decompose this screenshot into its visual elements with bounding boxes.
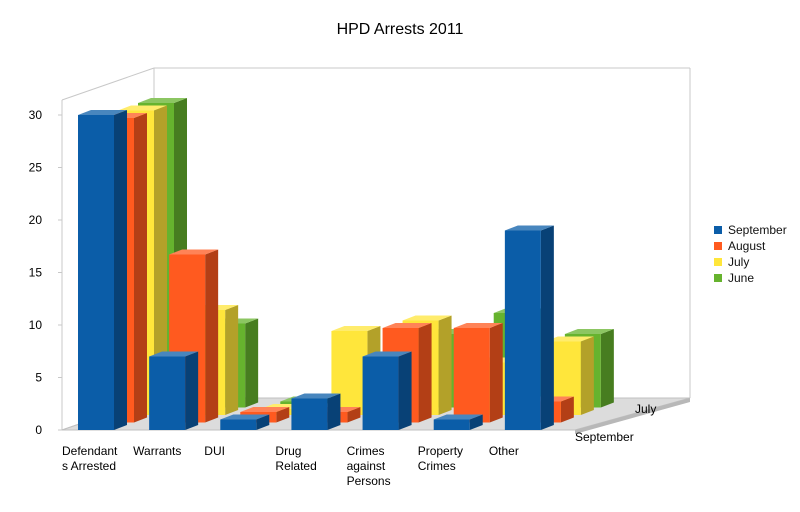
legend-label: September bbox=[728, 223, 787, 237]
x-category-label: Warrants bbox=[133, 444, 181, 458]
bar-top bbox=[220, 414, 270, 420]
floor-edge bbox=[575, 398, 690, 434]
bar-top bbox=[169, 249, 219, 255]
bar-top bbox=[331, 326, 381, 331]
legend-item-august: August bbox=[714, 238, 787, 254]
bar-side bbox=[256, 414, 270, 430]
bar-side bbox=[185, 351, 199, 430]
depth-axis-label: September bbox=[575, 430, 634, 444]
x-category-label: Drug bbox=[275, 444, 301, 458]
x-category-label: DUI bbox=[204, 444, 225, 458]
x-category-label: Defendant bbox=[62, 444, 118, 458]
bar-side bbox=[489, 323, 503, 423]
x-category-label: Property bbox=[418, 444, 463, 458]
chart-title: HPD Arrests 2011 bbox=[337, 21, 464, 38]
bar-side bbox=[327, 393, 341, 430]
depth-axis-label: July bbox=[635, 402, 656, 416]
y-tick-label: 5 bbox=[35, 371, 42, 385]
bar-side bbox=[418, 323, 432, 423]
legend-swatch bbox=[714, 242, 722, 250]
bar-top bbox=[453, 323, 503, 328]
bar-front bbox=[504, 230, 541, 430]
bar-september-1 bbox=[78, 110, 127, 430]
bar-top bbox=[118, 105, 167, 111]
y-tick-label: 20 bbox=[29, 213, 43, 227]
legend-item-june: June bbox=[714, 270, 787, 286]
bar-front bbox=[362, 356, 399, 430]
bar-september-3 bbox=[220, 414, 270, 430]
series-september bbox=[78, 110, 554, 430]
legend-swatch bbox=[714, 258, 722, 266]
plot-area bbox=[78, 98, 614, 430]
x-category-label: Related bbox=[275, 459, 316, 473]
x-category-label: s Arrested bbox=[62, 459, 116, 473]
legend-swatch bbox=[714, 274, 722, 282]
x-category-label: Crimes bbox=[347, 444, 385, 458]
bar-top bbox=[149, 351, 199, 357]
bar-side bbox=[600, 329, 614, 408]
bar-side bbox=[398, 351, 412, 430]
bar-top bbox=[362, 351, 412, 357]
bar-top bbox=[78, 110, 127, 115]
bar-side bbox=[276, 407, 290, 423]
legend: September August July June bbox=[714, 222, 787, 286]
legend-item-september: September bbox=[714, 222, 787, 238]
legend-label: July bbox=[728, 255, 750, 269]
bar-side bbox=[540, 225, 554, 430]
bar-august-6 bbox=[453, 323, 503, 423]
bar-side bbox=[438, 315, 452, 415]
bar-top bbox=[138, 98, 187, 103]
legend-label: August bbox=[728, 239, 766, 253]
bar-top bbox=[433, 414, 483, 420]
bar-front bbox=[291, 398, 328, 430]
y-tick-label: 30 bbox=[29, 108, 43, 122]
legend-swatch bbox=[714, 226, 722, 234]
bar-side bbox=[245, 318, 259, 408]
bar-september-6 bbox=[433, 414, 483, 430]
bar-september-2 bbox=[149, 351, 199, 430]
bar-side bbox=[560, 396, 574, 423]
bar-front bbox=[78, 115, 114, 430]
legend-item-july: July bbox=[714, 254, 787, 270]
x-category-label: Crimes bbox=[418, 459, 456, 473]
bar-side bbox=[225, 305, 239, 415]
bar-side bbox=[154, 105, 167, 415]
bar-september-5 bbox=[362, 351, 412, 430]
bar-top bbox=[291, 393, 341, 399]
bar-front bbox=[220, 419, 257, 430]
bar-top bbox=[402, 315, 452, 321]
bar-side bbox=[469, 414, 483, 430]
x-category-label: Persons bbox=[347, 474, 391, 488]
y-tick-label: 10 bbox=[29, 318, 43, 332]
side-wall-top bbox=[61, 67, 155, 101]
y-tick-label: 15 bbox=[29, 266, 43, 280]
bar-top bbox=[564, 329, 614, 334]
bar-side bbox=[205, 249, 219, 423]
bar-top bbox=[544, 336, 594, 342]
bar-side bbox=[134, 113, 147, 423]
bar-side bbox=[114, 110, 127, 430]
bar-side bbox=[580, 336, 594, 415]
y-tick-label: 25 bbox=[29, 161, 43, 175]
bar-top bbox=[504, 225, 554, 231]
legend-label: June bbox=[728, 271, 755, 285]
bar-top bbox=[382, 323, 432, 328]
y-axis: 0 5 10 15 20 25 30 bbox=[29, 108, 62, 437]
y-tick-label: 0 bbox=[35, 423, 42, 437]
bar-side bbox=[347, 407, 361, 423]
x-category-label: Other bbox=[489, 444, 519, 458]
bar-top bbox=[240, 407, 290, 412]
bar-front bbox=[149, 356, 186, 430]
bar-september-7 bbox=[504, 225, 554, 430]
x-category-label: against bbox=[347, 459, 386, 473]
bar-september-4 bbox=[291, 393, 341, 430]
bar-front bbox=[433, 419, 470, 430]
bar-front bbox=[453, 328, 490, 423]
